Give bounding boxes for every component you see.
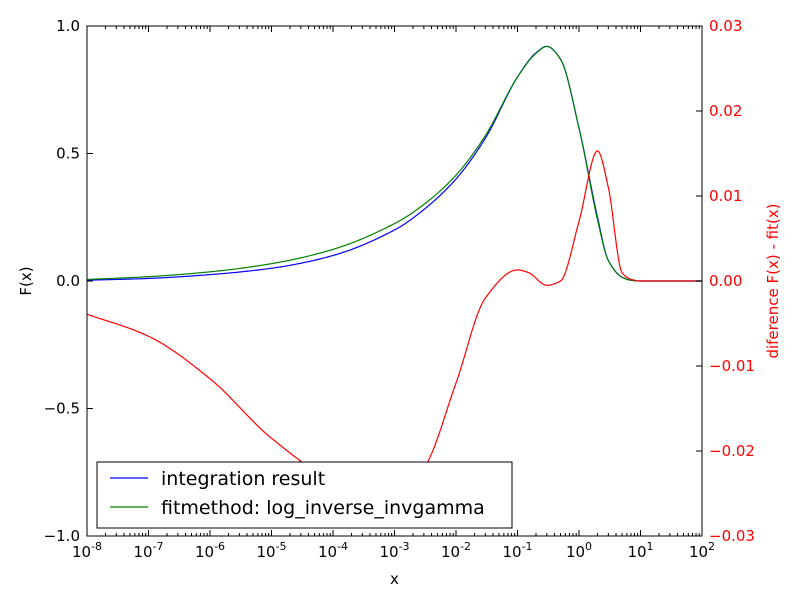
y-tick-label: 0.0 xyxy=(56,272,80,290)
x-tick-label: 102 xyxy=(689,540,715,561)
x-tick-label: 10-5 xyxy=(256,540,286,561)
legend-box xyxy=(96,461,513,529)
x-tick-label: 10-7 xyxy=(133,540,163,561)
x-tick-label: 10-6 xyxy=(195,540,225,561)
x-axis-title: x xyxy=(390,570,399,588)
x-tick-label: 10-1 xyxy=(502,540,532,561)
y2-axis-title: diference F(x) - fit(x) xyxy=(764,203,782,358)
x-tick-label: 100 xyxy=(566,540,592,561)
y2-tick-label: −0.01 xyxy=(709,357,755,375)
ticks-layer xyxy=(86,25,703,537)
x-tick-label: 10-4 xyxy=(318,540,348,561)
series-layer xyxy=(87,45,702,496)
y2-tick-label: 0.03 xyxy=(709,17,742,35)
labels-layer: 10-8 10-7 10-6 10-5 10-4 10-3 10-2 10-1 100 101 10… xyxy=(44,17,755,561)
y2-tick-label: −0.02 xyxy=(709,442,755,460)
y2-tick-label: 0.02 xyxy=(709,102,742,120)
x-tick-label: 101 xyxy=(627,540,653,561)
y2-tick-label: 0.01 xyxy=(709,187,742,205)
y-tick-label: −1.0 xyxy=(44,527,80,545)
legend-label-fitmethod: fitmethod: log_inverse_invgamma xyxy=(161,497,485,519)
y-tick-label: 0.5 xyxy=(56,145,80,163)
plot-frame xyxy=(86,25,703,537)
y-tick-label: 1.0 xyxy=(56,17,80,35)
legend: integration result fitmethod: log_invers… xyxy=(96,461,513,529)
y2-tick-label: 0.00 xyxy=(709,272,742,290)
x-tick-label: 10-2 xyxy=(441,540,471,561)
x-tick-label: 10-3 xyxy=(379,540,409,561)
x-tick-label: 10-8 xyxy=(72,540,102,561)
series-difference-line xyxy=(87,150,702,496)
y-axis-title: F(x) xyxy=(17,266,35,295)
legend-label-integration: integration result xyxy=(161,468,325,490)
y2-tick-label: −0.03 xyxy=(709,527,755,545)
y-tick-label: −0.5 xyxy=(44,400,80,418)
series-fitmethod-line xyxy=(87,45,702,282)
series-integration-line xyxy=(87,45,702,282)
